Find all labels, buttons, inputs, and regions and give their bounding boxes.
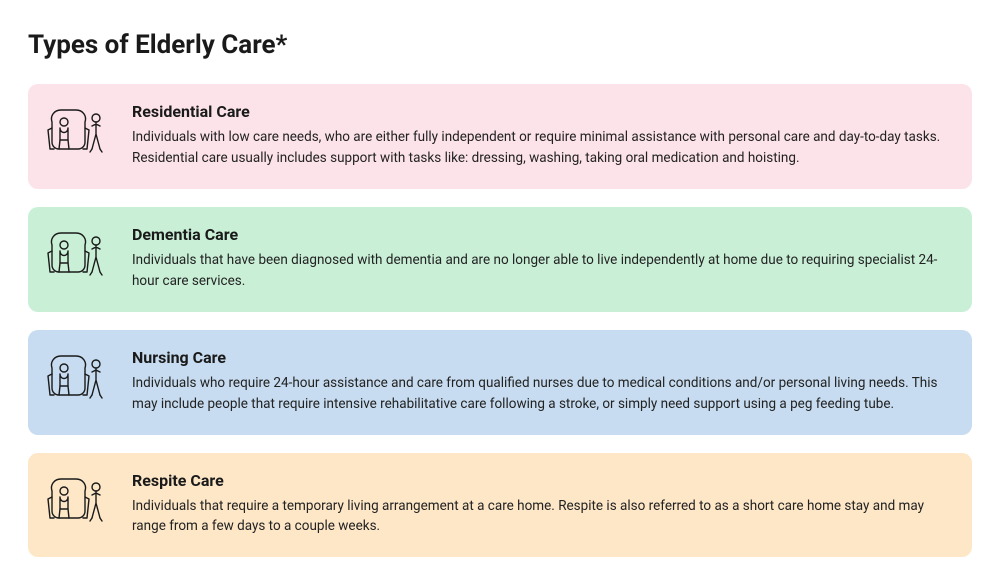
card-body: Respite Care Individuals that require a … xyxy=(132,471,950,538)
elderly-care-icon xyxy=(46,473,110,529)
card-body: Residential Care Individuals with low ca… xyxy=(132,102,950,169)
card-heading: Nursing Care xyxy=(132,348,950,367)
care-card-dementia: Dementia Care Individuals that have been… xyxy=(28,207,972,312)
card-heading: Dementia Care xyxy=(132,225,950,244)
card-heading: Respite Care xyxy=(132,471,950,490)
card-description: Individuals that require a temporary liv… xyxy=(132,496,950,538)
elderly-care-icon xyxy=(46,350,110,406)
cards-container: Residential Care Individuals with low ca… xyxy=(28,84,972,557)
card-heading: Residential Care xyxy=(132,102,950,121)
card-description: Individuals who require 24-hour assistan… xyxy=(132,373,950,415)
care-card-nursing: Nursing Care Individuals who require 24-… xyxy=(28,330,972,435)
card-body: Dementia Care Individuals that have been… xyxy=(132,225,950,292)
care-card-residential: Residential Care Individuals with low ca… xyxy=(28,84,972,189)
elderly-care-icon xyxy=(46,104,110,160)
care-card-respite: Respite Care Individuals that require a … xyxy=(28,453,972,558)
card-description: Individuals with low care needs, who are… xyxy=(132,127,950,169)
page-title: Types of Elderly Care* xyxy=(28,30,972,60)
card-description: Individuals that have been diagnosed wit… xyxy=(132,250,950,292)
elderly-care-icon xyxy=(46,227,110,283)
card-body: Nursing Care Individuals who require 24-… xyxy=(132,348,950,415)
